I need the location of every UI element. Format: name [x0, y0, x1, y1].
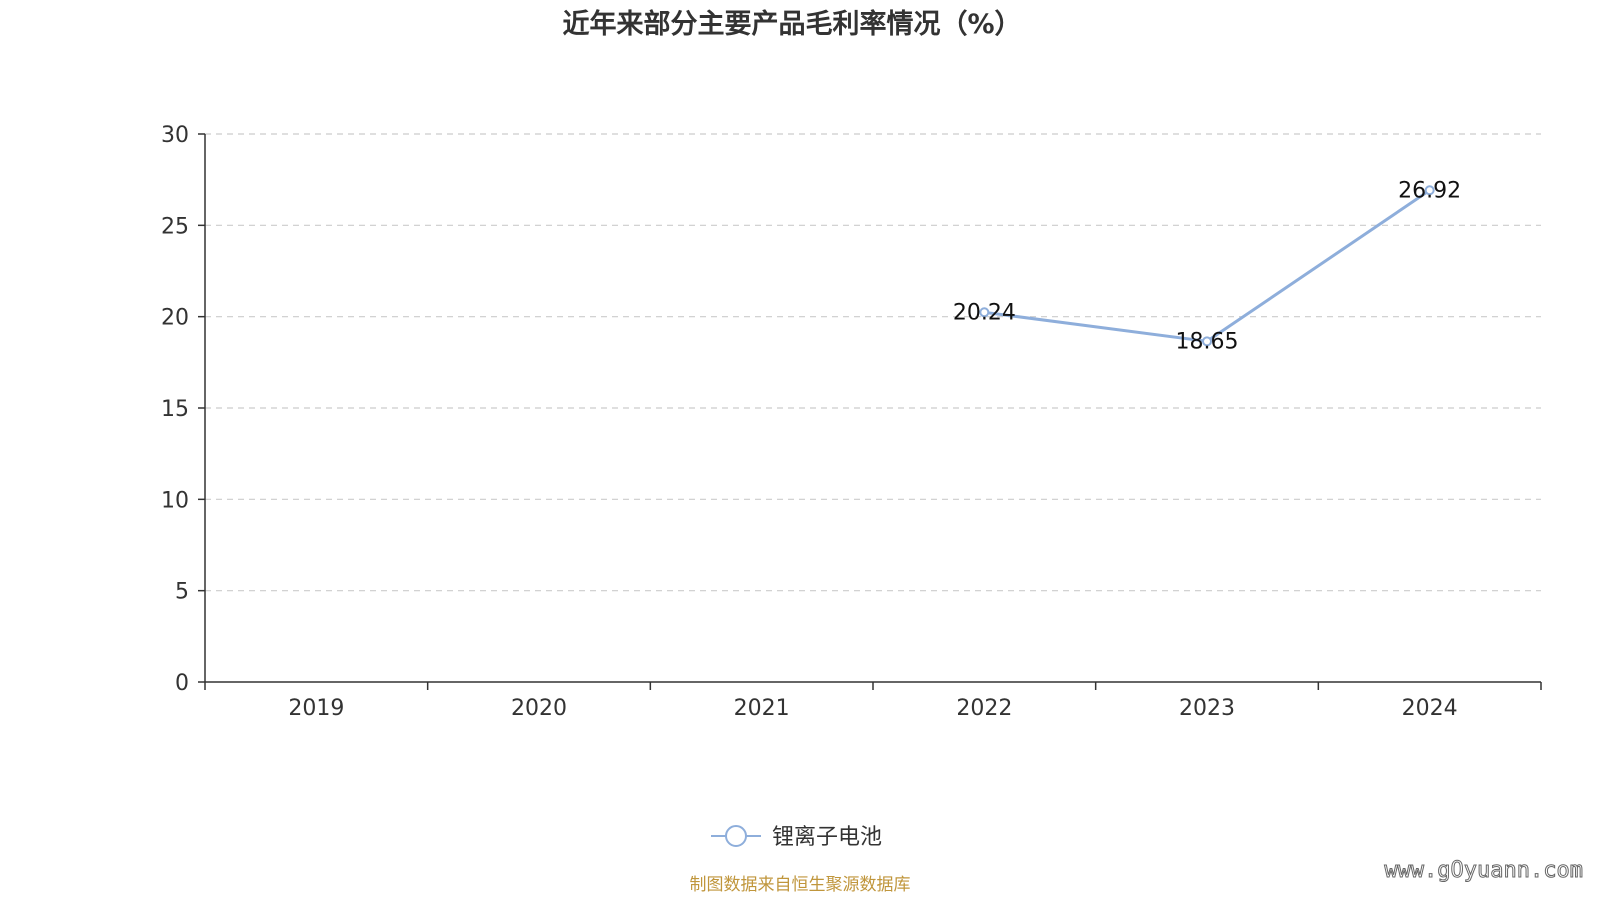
x-tick-label: 2023 — [1179, 696, 1235, 721]
y-tick-label: 10 — [161, 488, 189, 513]
legend-marker-icon — [725, 825, 747, 847]
series-line — [984, 189, 1431, 343]
x-tick-labels: 2019 2020 2021 2022 2023 2024 — [288, 696, 1457, 721]
chart-title: 近年来部分主要产品毛利率情况（%） — [562, 8, 1021, 40]
y-tick-labels: 0 5 10 15 20 25 30 — [161, 123, 189, 696]
legend[interactable]: 锂离子电池 — [711, 825, 882, 850]
data-label: 20.24 — [953, 300, 1016, 325]
series-lines — [979, 185, 1435, 347]
y-tick-label: 20 — [161, 306, 189, 331]
y-tick-label: 5 — [175, 580, 189, 605]
data-point — [1424, 185, 1435, 196]
y-tick-label: 25 — [161, 214, 189, 239]
legend-label: 锂离子电池 — [772, 825, 882, 850]
data-point — [979, 307, 990, 318]
data-label: 18.65 — [1176, 329, 1239, 354]
y-tick-label: 0 — [175, 671, 189, 696]
y-tick-label: 15 — [161, 397, 189, 422]
x-tick-label: 2024 — [1402, 696, 1458, 721]
watermark-text: www.gOyuann.com — [1384, 858, 1583, 883]
axes — [198, 133, 1542, 690]
y-tick-label: 30 — [161, 123, 189, 148]
x-tick-label: 2020 — [511, 696, 567, 721]
x-tick-label: 2019 — [288, 696, 344, 721]
grid-lines — [205, 133, 1541, 592]
data-labels: 20.24 18.65 26.92 — [953, 178, 1461, 354]
data-label: 26.92 — [1398, 178, 1461, 203]
data-point — [1202, 336, 1212, 347]
x-tick-label: 2021 — [734, 696, 790, 721]
data-source-note: 制图数据来自恒生聚源数据库 — [690, 875, 911, 895]
x-tick-label: 2022 — [956, 696, 1012, 721]
